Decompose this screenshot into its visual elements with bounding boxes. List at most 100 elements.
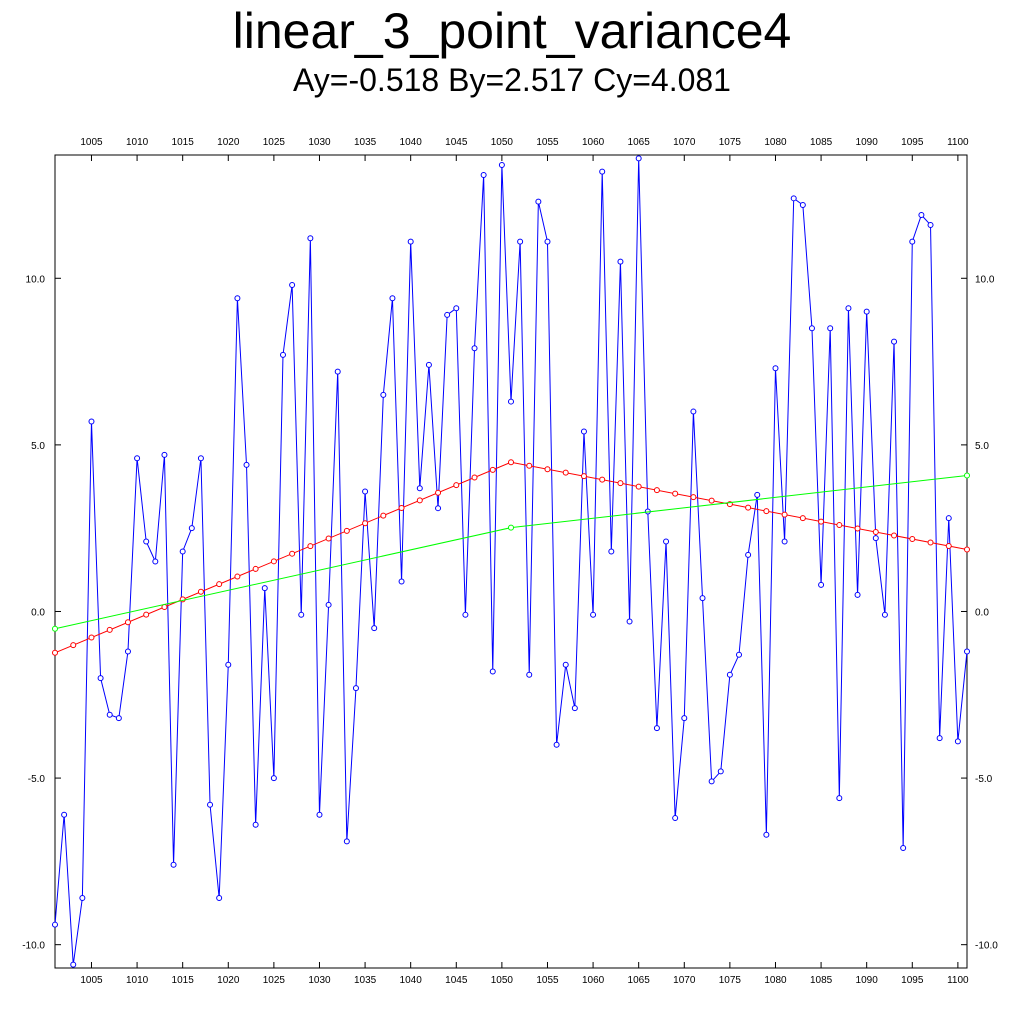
series-point bbox=[736, 651, 742, 658]
series-point bbox=[380, 512, 387, 519]
series-point bbox=[580, 428, 587, 435]
series-point bbox=[252, 821, 259, 828]
x-tick-label-top: 1020 bbox=[217, 137, 240, 148]
series-point bbox=[845, 305, 852, 312]
series-point bbox=[416, 485, 423, 492]
x-tick-label-top: 1075 bbox=[719, 137, 742, 148]
series-point bbox=[343, 527, 350, 534]
series-point bbox=[124, 619, 131, 626]
series-point bbox=[161, 451, 168, 458]
x-tick-label-bottom: 1020 bbox=[217, 975, 240, 986]
series-point bbox=[61, 811, 68, 818]
x-tick-label-bottom: 1030 bbox=[308, 975, 331, 986]
series-point bbox=[964, 472, 970, 479]
series-point bbox=[954, 738, 961, 745]
series-point bbox=[690, 408, 697, 415]
series-point bbox=[708, 778, 715, 785]
series-point bbox=[435, 505, 442, 512]
series-point bbox=[106, 711, 113, 718]
x-tick-label-top: 1060 bbox=[582, 137, 605, 148]
series-point bbox=[881, 611, 888, 618]
series-point bbox=[708, 497, 715, 504]
series-point bbox=[717, 768, 724, 775]
series-point bbox=[280, 351, 286, 358]
series-point bbox=[508, 459, 514, 466]
x-tick-label-top: 1035 bbox=[354, 137, 377, 148]
series-point bbox=[918, 211, 925, 218]
series-point bbox=[891, 338, 898, 345]
x-tick-label-bottom: 1060 bbox=[582, 975, 605, 986]
y-tick-label-right: -10.0 bbox=[975, 941, 998, 952]
series-point bbox=[799, 515, 806, 522]
series-point bbox=[508, 398, 514, 405]
x-tick-label-top: 1070 bbox=[673, 137, 696, 148]
series-point bbox=[152, 558, 159, 565]
y-tick-label-left: 10.0 bbox=[26, 274, 46, 285]
series-point bbox=[270, 775, 277, 782]
x-tick-label-top: 1080 bbox=[764, 137, 787, 148]
series-point bbox=[362, 488, 369, 495]
series-point bbox=[672, 815, 679, 822]
series-point bbox=[197, 455, 204, 462]
x-tick-label-bottom: 1040 bbox=[400, 975, 423, 986]
x-tick-label-bottom: 1005 bbox=[80, 975, 103, 986]
series-line bbox=[54, 158, 968, 965]
series-point bbox=[216, 895, 223, 902]
series-point bbox=[964, 648, 970, 655]
x-tick-label-top: 1040 bbox=[400, 137, 423, 148]
series-point bbox=[380, 391, 387, 398]
series-point bbox=[781, 511, 788, 518]
x-tick-label-bottom: 1045 bbox=[445, 975, 468, 986]
series-point bbox=[270, 558, 277, 565]
series-point bbox=[553, 741, 560, 748]
series-point bbox=[772, 365, 779, 372]
series-point bbox=[562, 469, 569, 476]
chart-title: linear_3_point_variance4 bbox=[232, 3, 792, 59]
series-point bbox=[97, 675, 104, 682]
x-tick-label-bottom: 1015 bbox=[172, 975, 195, 986]
x-tick-label-bottom: 1075 bbox=[719, 975, 742, 986]
series-point bbox=[754, 491, 761, 498]
series-point bbox=[352, 685, 359, 692]
series-point bbox=[608, 548, 615, 555]
x-tick-label-bottom: 1100 bbox=[947, 975, 969, 986]
series-point bbox=[681, 715, 688, 722]
series-point bbox=[52, 625, 58, 632]
x-tick-label-top: 1090 bbox=[856, 137, 879, 148]
x-tick-label-bottom: 1080 bbox=[764, 975, 787, 986]
series-point bbox=[289, 281, 296, 288]
series-point bbox=[115, 715, 122, 722]
series-point bbox=[124, 648, 131, 655]
x-tick-label-top: 1095 bbox=[901, 137, 924, 148]
series-point bbox=[945, 515, 952, 522]
series-point bbox=[927, 539, 934, 546]
x-tick-label-top: 1055 bbox=[536, 137, 559, 148]
series-point bbox=[945, 543, 952, 550]
series-point bbox=[891, 532, 898, 539]
series-point bbox=[526, 462, 533, 469]
series-point bbox=[334, 368, 341, 375]
series-point bbox=[134, 455, 141, 462]
series-point bbox=[872, 535, 879, 542]
series-point bbox=[307, 543, 314, 550]
series-point bbox=[234, 573, 241, 580]
series-point bbox=[225, 661, 232, 668]
y-tick-label-right: 10.0 bbox=[975, 274, 995, 285]
series-point bbox=[836, 522, 843, 529]
x-tick-label-top: 1085 bbox=[810, 137, 833, 148]
series-point bbox=[635, 483, 642, 490]
x-tick-label-bottom: 1065 bbox=[628, 975, 651, 986]
series-point bbox=[590, 611, 597, 618]
series-point bbox=[936, 735, 943, 742]
x-tick-label-bottom: 1055 bbox=[536, 975, 559, 986]
series-point bbox=[243, 461, 250, 468]
series-point bbox=[462, 611, 469, 618]
series-point bbox=[343, 838, 350, 845]
series-point bbox=[70, 642, 77, 649]
series-point bbox=[371, 625, 378, 632]
series-point bbox=[70, 961, 77, 968]
series-point bbox=[726, 671, 733, 678]
series-point bbox=[234, 295, 241, 302]
series-point bbox=[52, 921, 58, 928]
series-point bbox=[416, 497, 423, 504]
